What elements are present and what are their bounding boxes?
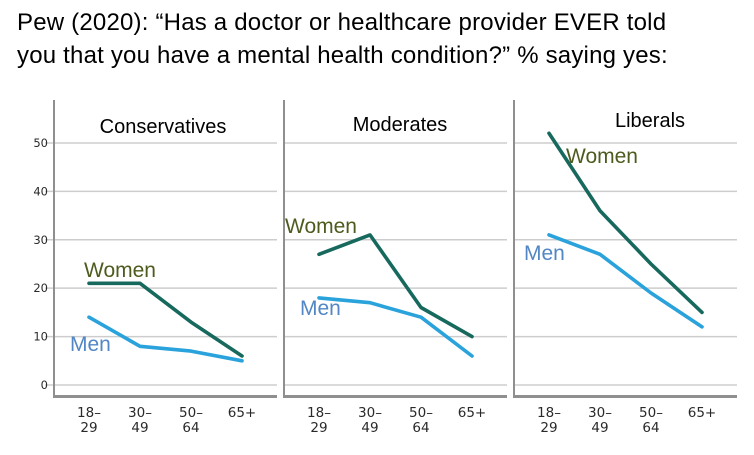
x-tick-liberals-1-line1: 18– [537, 405, 561, 421]
x-tick-liberals-3-line2: 64 [642, 420, 659, 436]
x-tick-liberals-1-line2: 29 [540, 420, 557, 436]
panel-title-liberals: Liberals [615, 110, 685, 132]
x-tick-conservatives-1-line1: 18– [77, 405, 101, 421]
x-tick-moderates-1-line2: 29 [310, 420, 327, 436]
y-tick-label-20: 20 [33, 281, 48, 295]
x-tick-moderates-1-line1: 18– [307, 405, 331, 421]
panel-title-conservatives: Conservatives [100, 116, 227, 138]
title-line-1: Pew (2020): “Has a doctor or healthcare … [17, 9, 667, 36]
liberals-men-line [547, 233, 704, 329]
x-tick-conservatives-4-line1: 65+ [228, 405, 257, 421]
chart-question-title: Pew (2020): “Has a doctor or healthcare … [17, 6, 737, 72]
x-tick-liberals-3-line1: 50– [639, 405, 663, 421]
liberals-men-label: Men [524, 242, 565, 265]
moderates-men-label: Men [300, 297, 341, 320]
liberals-women-label: Women [566, 145, 638, 168]
y-tick-label-30: 30 [33, 233, 48, 247]
conservatives-women-label: Women [84, 259, 156, 282]
moderates-women-label: Women [285, 215, 357, 238]
y-tick-label-40: 40 [33, 184, 48, 198]
y-tick-label-0: 0 [41, 378, 48, 392]
y-tick-label-10: 10 [33, 330, 48, 344]
x-tick-conservatives-3-line2: 64 [182, 420, 199, 436]
moderates-men-line [317, 296, 474, 358]
x-tick-moderates-2-line2: 49 [361, 420, 378, 436]
x-tick-liberals-2-line1: 30– [588, 405, 612, 421]
x-tick-moderates-3-line2: 64 [412, 420, 429, 436]
conservatives-women-line [87, 281, 244, 358]
liberals-women-line [547, 131, 704, 315]
x-tick-conservatives-2-line1: 30– [128, 405, 152, 421]
panel-title-moderates: Moderates [353, 114, 448, 136]
moderates-women-line [317, 233, 474, 339]
conservatives-men-line [87, 315, 244, 363]
x-tick-conservatives-2-line2: 49 [131, 420, 148, 436]
y-tick-label-50: 50 [33, 136, 48, 150]
x-tick-liberals-4-line1: 65+ [688, 405, 717, 421]
x-tick-moderates-4-line1: 65+ [458, 405, 487, 421]
x-tick-moderates-3-line1: 50– [409, 405, 433, 421]
title-line-2: you that you have a mental health condit… [17, 42, 668, 69]
x-tick-conservatives-1-line2: 29 [80, 420, 97, 436]
x-tick-liberals-2-line2: 49 [591, 420, 608, 436]
conservatives-men-label: Men [70, 333, 111, 356]
x-tick-conservatives-3-line1: 50– [179, 405, 203, 421]
x-tick-moderates-2-line1: 30– [358, 405, 382, 421]
